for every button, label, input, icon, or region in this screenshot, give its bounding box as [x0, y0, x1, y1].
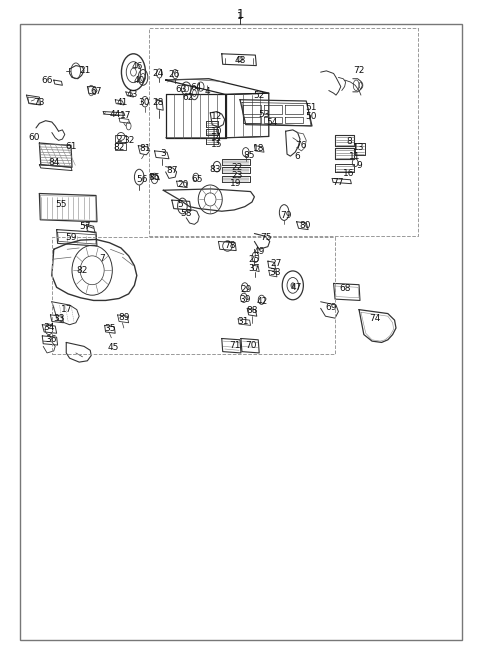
Text: 38: 38 — [270, 268, 281, 277]
Text: 37: 37 — [249, 264, 260, 274]
Text: 2: 2 — [116, 134, 122, 144]
Text: 86: 86 — [149, 173, 160, 182]
Text: 68: 68 — [340, 284, 351, 293]
Text: 54: 54 — [266, 117, 277, 127]
Text: 67: 67 — [90, 87, 102, 96]
Text: 70: 70 — [245, 340, 256, 350]
Text: 23: 23 — [231, 171, 243, 180]
Text: 66: 66 — [41, 75, 53, 85]
Text: 45: 45 — [108, 343, 119, 352]
Text: 11: 11 — [348, 152, 360, 161]
Text: 77: 77 — [332, 178, 344, 187]
Text: 73: 73 — [34, 98, 45, 107]
Text: 4: 4 — [204, 87, 210, 96]
Bar — [115, 135, 126, 142]
Text: 88: 88 — [247, 306, 258, 316]
Text: 51: 51 — [305, 103, 317, 112]
Text: 20: 20 — [178, 180, 189, 190]
Text: 87: 87 — [166, 166, 178, 175]
Text: 63: 63 — [176, 85, 187, 94]
Text: 61: 61 — [65, 142, 77, 152]
Text: 47: 47 — [291, 283, 302, 292]
Text: 81: 81 — [139, 144, 151, 154]
Text: 74: 74 — [370, 314, 381, 323]
Text: 19: 19 — [230, 179, 242, 188]
Text: 58: 58 — [180, 209, 192, 218]
Text: 26: 26 — [168, 70, 180, 79]
Text: 79: 79 — [280, 211, 292, 220]
Text: 57: 57 — [80, 222, 91, 231]
Text: 52: 52 — [253, 91, 265, 100]
Text: 50: 50 — [305, 112, 317, 121]
Text: 82: 82 — [77, 266, 88, 275]
Text: 69: 69 — [325, 302, 337, 312]
Text: 40: 40 — [133, 75, 145, 85]
Text: 65: 65 — [191, 175, 203, 184]
Text: 5: 5 — [178, 200, 183, 209]
Text: 3: 3 — [160, 149, 166, 158]
Text: 8: 8 — [347, 137, 352, 146]
Text: 82: 82 — [113, 143, 125, 152]
Text: 9: 9 — [356, 161, 362, 170]
Text: 85: 85 — [244, 151, 255, 160]
Text: 60: 60 — [29, 133, 40, 142]
Text: 16: 16 — [343, 169, 354, 178]
Text: 33: 33 — [53, 314, 64, 323]
Text: 41: 41 — [117, 98, 128, 107]
Text: 30: 30 — [138, 98, 150, 107]
Text: 10: 10 — [211, 127, 223, 136]
Text: 7: 7 — [99, 254, 105, 263]
Text: 89: 89 — [118, 313, 130, 322]
Text: 15: 15 — [211, 140, 223, 149]
Text: 27: 27 — [271, 259, 282, 268]
Text: 56: 56 — [136, 175, 148, 184]
Text: 36: 36 — [45, 335, 57, 344]
Text: 46: 46 — [131, 62, 143, 72]
Text: 42: 42 — [256, 297, 268, 306]
Text: 17: 17 — [120, 111, 132, 120]
Text: 55: 55 — [56, 200, 67, 209]
Text: 80: 80 — [300, 220, 311, 230]
Text: 71: 71 — [229, 340, 241, 350]
Text: 84: 84 — [48, 157, 60, 167]
Text: 75: 75 — [260, 233, 272, 242]
Text: 21: 21 — [80, 66, 91, 75]
Text: 78: 78 — [225, 241, 236, 250]
Text: 62: 62 — [182, 92, 194, 102]
Text: 72: 72 — [353, 66, 365, 75]
Text: 29: 29 — [240, 285, 252, 295]
Text: 44: 44 — [109, 110, 121, 119]
Text: 31: 31 — [237, 317, 249, 326]
Text: 22: 22 — [231, 163, 243, 173]
Ellipse shape — [291, 283, 295, 288]
Text: 35: 35 — [105, 324, 116, 333]
Text: 34: 34 — [43, 323, 55, 333]
Text: 32: 32 — [123, 136, 134, 145]
Text: 14: 14 — [211, 133, 223, 142]
Bar — [115, 143, 126, 150]
Text: 49: 49 — [253, 247, 265, 256]
Text: 1: 1 — [236, 8, 244, 21]
Text: 18: 18 — [253, 144, 265, 154]
Text: 48: 48 — [234, 56, 246, 65]
Text: 76: 76 — [296, 141, 307, 150]
Text: 64: 64 — [190, 83, 202, 92]
Text: 17: 17 — [60, 305, 72, 314]
Text: 53: 53 — [258, 110, 270, 119]
Text: 28: 28 — [153, 98, 164, 108]
Text: 59: 59 — [65, 233, 77, 242]
Text: 1: 1 — [237, 12, 243, 21]
Text: 6: 6 — [295, 152, 300, 161]
Text: 39: 39 — [239, 295, 251, 304]
Text: 25: 25 — [249, 255, 260, 264]
Text: 12: 12 — [211, 112, 223, 121]
Text: 24: 24 — [153, 69, 164, 78]
Text: 83: 83 — [209, 165, 221, 174]
Text: 43: 43 — [126, 90, 138, 99]
Text: 13: 13 — [353, 143, 365, 152]
